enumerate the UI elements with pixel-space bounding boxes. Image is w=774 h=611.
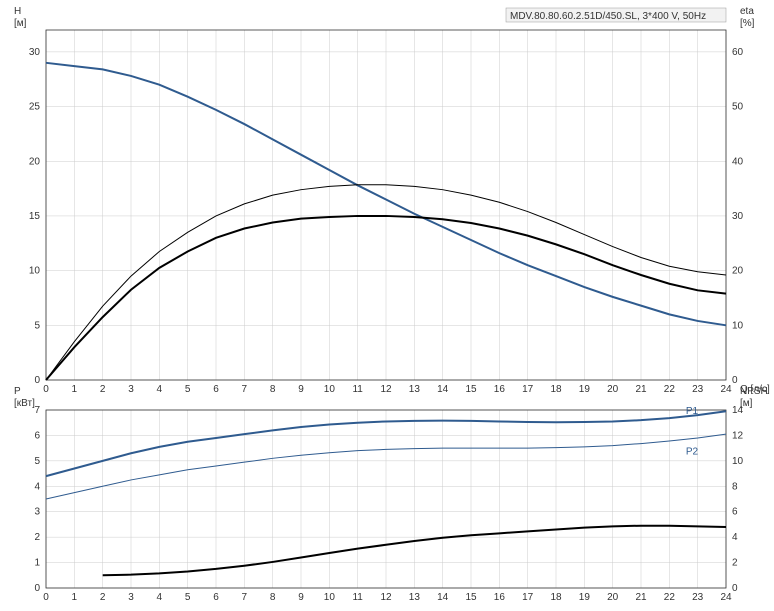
- x-tick: 22: [664, 384, 676, 395]
- x-tick: 8: [270, 384, 276, 395]
- x-tick: 3: [128, 592, 134, 603]
- x-tick: 1: [72, 592, 78, 603]
- y-right-unit: [м]: [740, 398, 753, 409]
- y-left-label: H: [14, 6, 21, 17]
- pump-curve-chart: 0510152025300102030405060H[м]eta[%]01234…: [0, 0, 774, 611]
- x-tick: 23: [692, 592, 704, 603]
- x-tick: 13: [409, 384, 421, 395]
- y-right-tick: 2: [732, 558, 738, 569]
- y-left-tick: 15: [29, 211, 41, 222]
- y-right-tick: 50: [732, 102, 744, 113]
- y-left-tick: 25: [29, 102, 41, 113]
- y-right-tick: 6: [732, 507, 738, 518]
- x-tick: 5: [185, 384, 191, 395]
- x-tick: 18: [550, 592, 562, 603]
- x-tick: 1: [72, 384, 78, 395]
- y-left-tick: 0: [34, 375, 40, 386]
- y-left-tick: 1: [34, 558, 40, 569]
- y-left-tick: 5: [34, 320, 40, 331]
- x-tick: 4: [157, 592, 163, 603]
- y-left-tick: 10: [29, 266, 41, 277]
- y-left-label: P: [14, 386, 21, 397]
- y-right-tick: 0: [732, 375, 738, 386]
- y-left-tick: 5: [34, 456, 40, 467]
- x-tick: 12: [380, 592, 392, 603]
- y-right-tick: 40: [732, 156, 744, 167]
- x-tick: 13: [409, 592, 421, 603]
- p2-label: P2: [686, 447, 699, 458]
- x-tick: 19: [579, 592, 591, 603]
- x-tick: 20: [607, 384, 619, 395]
- x-tick: 19: [579, 384, 591, 395]
- x-tick: 4: [157, 384, 163, 395]
- y-right-tick: 8: [732, 481, 738, 492]
- y-left-tick: 20: [29, 156, 41, 167]
- x-tick: 0: [43, 384, 49, 395]
- x-tick: 24: [720, 384, 732, 395]
- x-tick: 16: [494, 384, 506, 395]
- x-tick: 11: [352, 592, 363, 603]
- x-tick: 17: [522, 384, 534, 395]
- x-tick: 16: [494, 592, 506, 603]
- y-right-label: NPSH: [740, 386, 768, 397]
- y-right-tick: 4: [732, 532, 738, 543]
- y-right-tick: 10: [732, 320, 744, 331]
- x-tick: 5: [185, 592, 191, 603]
- x-tick: 22: [664, 592, 676, 603]
- x-tick: 10: [324, 592, 336, 603]
- y-right-tick: 12: [732, 430, 744, 441]
- x-tick: 6: [213, 384, 219, 395]
- x-tick: 6: [213, 592, 219, 603]
- y-right-tick: 30: [732, 211, 744, 222]
- x-tick: 7: [242, 384, 248, 395]
- x-tick: 21: [635, 592, 647, 603]
- x-tick: 17: [522, 592, 534, 603]
- x-tick: 14: [437, 384, 449, 395]
- chart-title: MDV.80.80.60.2.51D/450.SL, 3*400 V, 50Hz: [510, 11, 706, 22]
- x-tick: 8: [270, 592, 276, 603]
- y-left-tick: 0: [34, 583, 40, 594]
- y-left-tick: 6: [34, 430, 40, 441]
- x-tick: 9: [298, 592, 304, 603]
- x-tick: 15: [465, 592, 477, 603]
- y-left-tick: 30: [29, 47, 41, 58]
- x-tick: 0: [43, 592, 49, 603]
- x-tick: 23: [692, 384, 704, 395]
- x-tick: 14: [437, 592, 449, 603]
- y-left-unit: [кВт]: [14, 398, 35, 409]
- x-tick: 20: [607, 592, 619, 603]
- y-right-unit: [%]: [740, 18, 755, 29]
- x-tick: 21: [635, 384, 647, 395]
- y-right-tick: 20: [732, 266, 744, 277]
- y-right-tick: 60: [732, 47, 744, 58]
- y-left-tick: 2: [34, 532, 40, 543]
- x-tick: 11: [352, 384, 363, 395]
- x-tick: 10: [324, 384, 336, 395]
- y-left-tick: 7: [34, 405, 40, 416]
- y-left-unit: [м]: [14, 18, 27, 29]
- x-tick: 18: [550, 384, 562, 395]
- x-tick: 2: [100, 384, 106, 395]
- y-left-tick: 4: [34, 481, 40, 492]
- y-left-tick: 3: [34, 507, 40, 518]
- x-tick: 24: [720, 592, 732, 603]
- p1-label: P1: [686, 406, 699, 417]
- x-tick: 3: [128, 384, 134, 395]
- y-right-tick: 0: [732, 583, 738, 594]
- y-right-label: eta: [740, 6, 754, 17]
- y-right-tick: 10: [732, 456, 744, 467]
- x-tick: 9: [298, 384, 304, 395]
- x-tick: 12: [380, 384, 392, 395]
- x-tick: 15: [465, 384, 477, 395]
- x-tick: 7: [242, 592, 248, 603]
- x-tick: 2: [100, 592, 106, 603]
